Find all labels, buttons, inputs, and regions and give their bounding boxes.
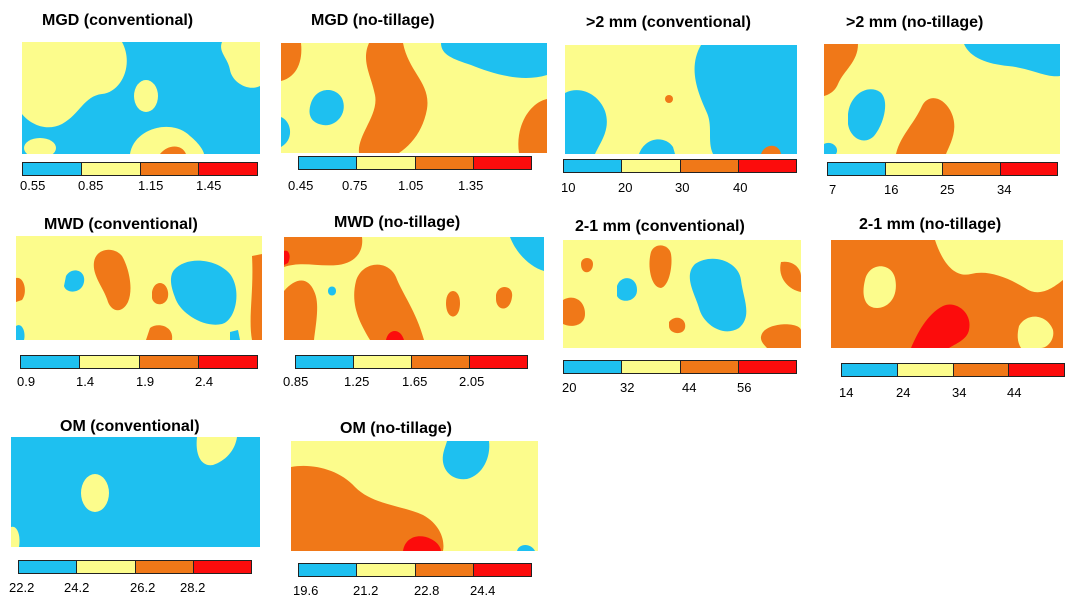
legend-tick: 16 — [884, 182, 899, 197]
legend-tick: 24 — [896, 385, 911, 400]
contour-map — [831, 240, 1063, 348]
legend-bar — [295, 355, 528, 369]
legend-tick: 1.05 — [398, 178, 424, 193]
legend-tick: 0.45 — [288, 178, 314, 193]
legend-tick: 24.2 — [64, 580, 90, 595]
legend-tick: 14 — [839, 385, 854, 400]
contour-map — [16, 236, 262, 340]
legend-bar — [563, 360, 797, 374]
panel-title: >2 mm (no-tillage) — [846, 14, 984, 31]
legend-bar — [563, 159, 797, 173]
legend-tick: 34 — [997, 182, 1012, 197]
legend-tick: 21.2 — [353, 583, 379, 598]
legend-tick: 19.6 — [293, 583, 319, 598]
panel-title: OM (conventional) — [60, 418, 200, 435]
legend-tick: 24.4 — [470, 583, 496, 598]
legend-tick: 25 — [940, 182, 955, 197]
legend-tick: 28.2 — [180, 580, 206, 595]
legend-tick: 22.8 — [414, 583, 440, 598]
contour-map — [22, 42, 260, 154]
legend-tick: 2.05 — [459, 374, 485, 389]
legend-tick: 1.4 — [76, 374, 95, 389]
legend-tick: 44 — [1007, 385, 1022, 400]
legend-bar — [20, 355, 258, 369]
contour-map — [11, 437, 260, 547]
panel-title: MWD (no-tillage) — [334, 214, 461, 231]
legend-tick: 30 — [675, 180, 690, 195]
contour-map — [563, 240, 801, 348]
contour-map — [824, 44, 1060, 154]
legend-tick: 32 — [620, 380, 635, 395]
legend-bar — [298, 563, 532, 577]
legend-tick: 0.9 — [17, 374, 36, 389]
legend-tick: 1.25 — [344, 374, 370, 389]
panel-title: 2-1 mm (conventional) — [575, 218, 745, 235]
legend-tick: 2.4 — [195, 374, 214, 389]
legend-tick: 7 — [829, 182, 837, 197]
panel-title: MGD (conventional) — [42, 12, 194, 29]
legend-tick: 1.15 — [138, 178, 164, 193]
legend-tick: 20 — [562, 380, 577, 395]
legend-tick: 40 — [733, 180, 748, 195]
legend-tick: 20 — [618, 180, 633, 195]
contour-map — [565, 45, 797, 154]
legend-bar — [827, 162, 1058, 176]
panel-title: 2-1 mm (no-tillage) — [859, 216, 1002, 233]
legend-bar — [18, 560, 252, 574]
legend-tick: 1.65 — [402, 374, 428, 389]
legend-tick: 1.35 — [458, 178, 484, 193]
legend-tick: 26.2 — [130, 580, 156, 595]
contour-map — [281, 43, 547, 153]
legend-tick: 34 — [952, 385, 967, 400]
panel-title: >2 mm (conventional) — [586, 14, 751, 31]
legend-tick: 22.2 — [9, 580, 35, 595]
legend-bar — [22, 162, 258, 176]
panel-title: OM (no-tillage) — [340, 420, 452, 437]
legend-tick: 1.45 — [196, 178, 222, 193]
legend-tick: 0.85 — [78, 178, 104, 193]
legend-tick: 0.75 — [342, 178, 368, 193]
legend-bar — [298, 156, 532, 170]
legend-tick: 56 — [737, 380, 752, 395]
contour-map — [284, 237, 544, 340]
legend-tick: 44 — [682, 380, 697, 395]
panel-title: MWD (conventional) — [44, 216, 198, 233]
contour-map — [291, 441, 538, 551]
legend-tick: 0.55 — [20, 178, 46, 193]
panel-title: MGD (no-tillage) — [311, 12, 435, 29]
legend-tick: 1.9 — [136, 374, 155, 389]
legend-tick: 10 — [561, 180, 576, 195]
legend-bar — [841, 363, 1065, 377]
legend-tick: 0.85 — [283, 374, 309, 389]
